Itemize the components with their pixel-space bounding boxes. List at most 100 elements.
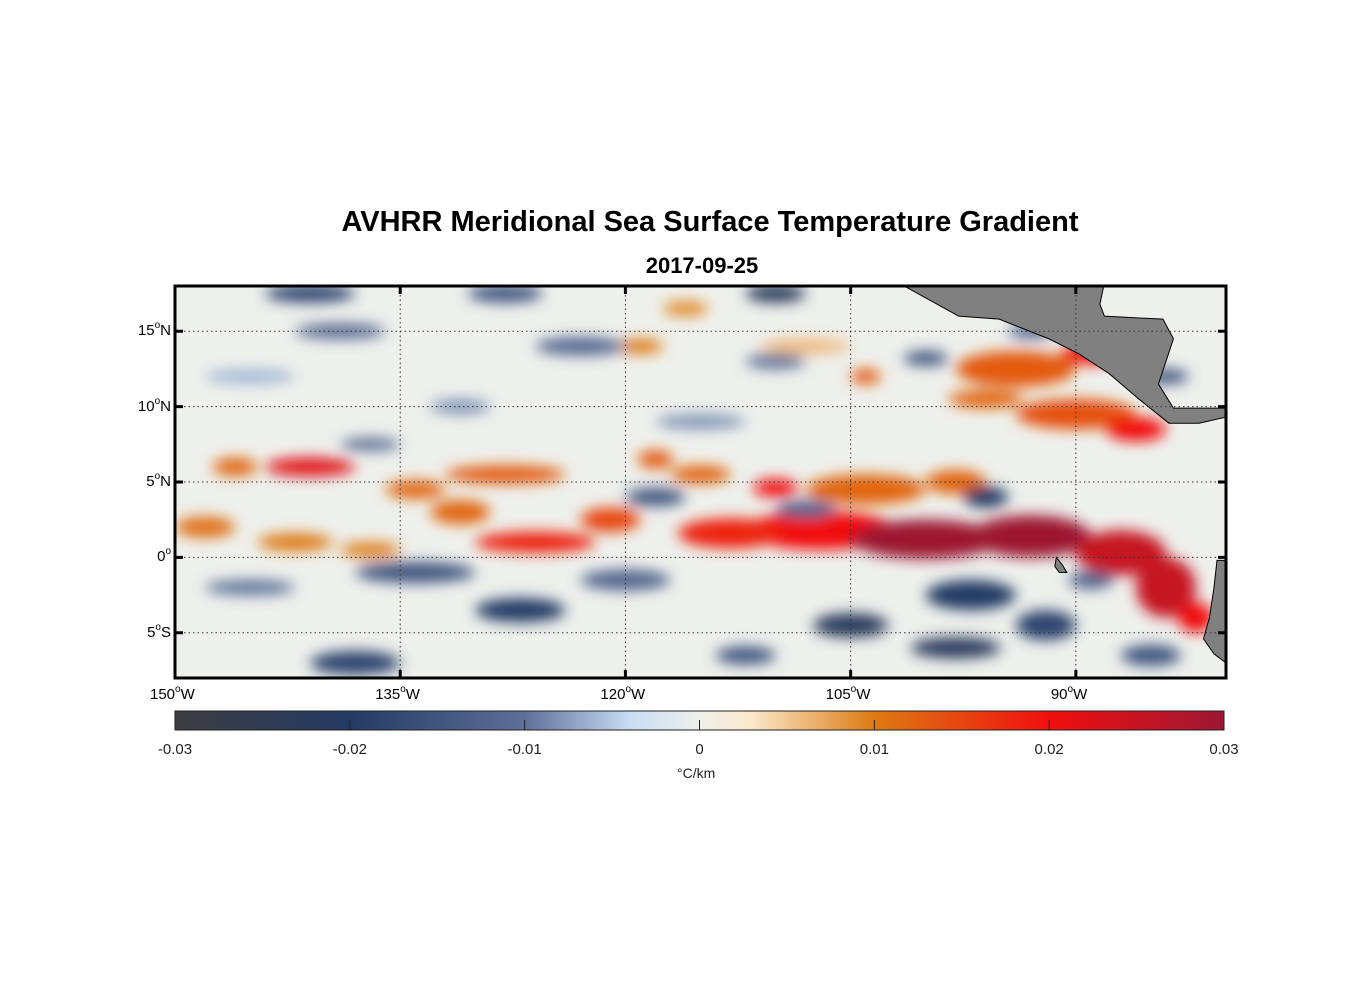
gradient-feature bbox=[963, 486, 1009, 508]
gradient-feature bbox=[637, 450, 674, 469]
degree-sign: o bbox=[850, 684, 857, 695]
gradient-feature bbox=[310, 650, 401, 675]
y-tick-hemisphere: N bbox=[160, 397, 171, 415]
land-mass bbox=[903, 286, 1226, 424]
x-tick-number: 150 bbox=[150, 686, 176, 703]
degree-sign: o bbox=[155, 621, 161, 633]
y-tick-label: 15oN bbox=[138, 320, 171, 339]
gradient-feature bbox=[805, 474, 926, 505]
x-tick-number: 120 bbox=[600, 686, 626, 703]
gradient-feature bbox=[475, 598, 566, 623]
gradient-feature bbox=[1015, 610, 1076, 641]
gradient-feature bbox=[430, 399, 491, 415]
y-tick-hemisphere: S bbox=[160, 623, 171, 641]
gradient-feature bbox=[1177, 602, 1214, 633]
gradient-feature bbox=[925, 470, 986, 494]
degree-sign: o bbox=[154, 320, 161, 332]
gradient-feature bbox=[1068, 571, 1114, 589]
y-tick-number: 10 bbox=[137, 397, 155, 415]
gradient-feature bbox=[775, 500, 836, 519]
x-tick-label: 105oW bbox=[826, 684, 871, 703]
x-tick-number: 135 bbox=[375, 686, 401, 703]
gradient-feature bbox=[662, 301, 708, 317]
y-tick-hemisphere: N bbox=[160, 473, 171, 490]
colorbar-tick-label: -0.03 bbox=[157, 741, 193, 758]
gradient-feature bbox=[265, 457, 356, 476]
y-tick-hemisphere: N bbox=[160, 322, 171, 340]
degree-sign: o bbox=[165, 546, 171, 558]
gradient-feature bbox=[850, 368, 881, 384]
gradient-feature bbox=[1015, 399, 1136, 430]
gradient-feature bbox=[212, 457, 258, 476]
gradient-feature bbox=[1135, 557, 1196, 618]
gradient-feature bbox=[1120, 644, 1181, 666]
colorbar-tick-label: 0.01 bbox=[859, 741, 889, 758]
x-tick-hemisphere: W bbox=[1073, 686, 1088, 703]
gradient-feature bbox=[1105, 417, 1166, 442]
gradient-feature bbox=[753, 479, 799, 498]
degree-sign: o bbox=[400, 684, 406, 695]
y-tick-label: 0o bbox=[157, 546, 171, 565]
y-tick-label: 10oN bbox=[138, 396, 171, 415]
y-tick-number: 15 bbox=[137, 322, 155, 340]
y-tick-number: 5 bbox=[146, 473, 155, 490]
land-mass bbox=[1054, 556, 1068, 573]
gradient-feature bbox=[850, 519, 1001, 559]
colorbar-tick-label: 0.02 bbox=[1034, 741, 1064, 758]
gradient-feature bbox=[625, 488, 686, 507]
y-tick-label: 5oS bbox=[147, 622, 171, 641]
gradient-feature bbox=[430, 500, 491, 525]
colorbar-tick-label: 0 bbox=[695, 741, 704, 758]
gradient-feature bbox=[813, 613, 889, 638]
y-tick-number: 5 bbox=[147, 623, 156, 641]
gradient-feature bbox=[257, 533, 333, 552]
map-frame bbox=[173, 284, 1228, 680]
colorbar-tick-label: -0.01 bbox=[507, 741, 542, 758]
x-tick-label: 120oW bbox=[600, 684, 645, 703]
x-tick-hemisphere: W bbox=[631, 686, 646, 703]
x-tick-hemisphere: W bbox=[180, 686, 195, 703]
x-tick-label: 150oW bbox=[150, 684, 195, 703]
gradient-feature bbox=[467, 286, 543, 303]
gradient-feature bbox=[910, 637, 1001, 659]
degree-sign: o bbox=[175, 684, 181, 695]
gradient-feature bbox=[745, 353, 806, 369]
gradient-feature bbox=[1075, 530, 1166, 576]
gradient-feature bbox=[948, 390, 1024, 409]
degree-sign: o bbox=[1067, 684, 1074, 695]
gradient-feature bbox=[925, 580, 1016, 611]
x-tick-number: 105 bbox=[825, 686, 851, 703]
gradient-feature bbox=[715, 646, 776, 665]
gradient-feature bbox=[655, 414, 746, 430]
x-tick-label: 135oW bbox=[375, 684, 420, 703]
gradient-feature bbox=[205, 580, 296, 596]
gradient-feature bbox=[903, 350, 949, 366]
gradient-feature bbox=[175, 516, 236, 538]
x-tick-label: 90oW bbox=[1051, 684, 1087, 703]
gradient-feature bbox=[535, 337, 626, 356]
gradient-feature bbox=[970, 515, 1091, 558]
gradient-feature bbox=[295, 323, 386, 339]
y-tick-number: 0 bbox=[157, 548, 166, 566]
gradient-feature bbox=[955, 350, 1076, 387]
gradient-feature bbox=[265, 286, 356, 303]
gradient-feature bbox=[340, 542, 401, 558]
gradient-feature bbox=[670, 465, 731, 484]
chart-title: AVHRR Meridional Sea Surface Temperature… bbox=[341, 206, 1079, 238]
gradient-feature bbox=[678, 518, 784, 549]
degree-sign: o bbox=[154, 395, 161, 407]
gradient-feature bbox=[475, 531, 596, 553]
gradient-feature bbox=[205, 368, 296, 384]
degree-sign: o bbox=[154, 471, 161, 482]
gradient-feature bbox=[385, 480, 446, 499]
gradient-feature bbox=[617, 338, 663, 354]
degree-sign: o bbox=[625, 684, 632, 695]
y-tick-label: 5oN bbox=[146, 471, 171, 490]
x-tick-hemisphere: W bbox=[405, 686, 420, 703]
colorbar-tick-label: 0.03 bbox=[1209, 741, 1239, 758]
x-tick-hemisphere: W bbox=[856, 686, 871, 703]
x-tick-number: 90 bbox=[1050, 686, 1068, 703]
colorbar-label: °C/km bbox=[677, 765, 716, 781]
gradient-feature bbox=[445, 465, 566, 484]
